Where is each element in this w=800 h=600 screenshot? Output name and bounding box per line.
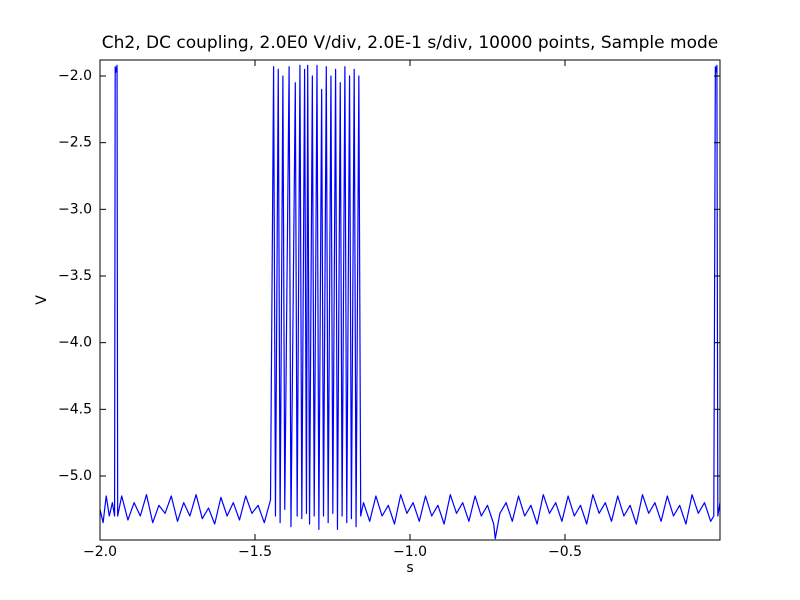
y-tick-label: −5.0 [58, 468, 92, 484]
x-axis-label: s [406, 560, 413, 576]
x-tick-label: −0.5 [548, 544, 582, 560]
y-axis-label: V [34, 295, 50, 305]
y-tick-label: −4.0 [58, 335, 92, 351]
chart-title: Ch2, DC coupling, 2.0E0 V/div, 2.0E-1 s/… [102, 33, 718, 53]
y-tick-label: −3.5 [58, 268, 92, 284]
x-tick-label: −1.5 [238, 544, 272, 560]
y-tick-label: −2.5 [58, 135, 92, 151]
y-tick-label: −3.0 [58, 201, 92, 217]
x-tick-label: −1.0 [393, 544, 427, 560]
y-tick-label: −4.5 [58, 401, 92, 417]
y-tick-label: −2.0 [58, 68, 92, 84]
axes-frame [99, 59, 721, 541]
x-tick-label: −2.0 [83, 544, 117, 560]
trace-line [100, 64, 720, 540]
plot-area [100, 64, 720, 540]
